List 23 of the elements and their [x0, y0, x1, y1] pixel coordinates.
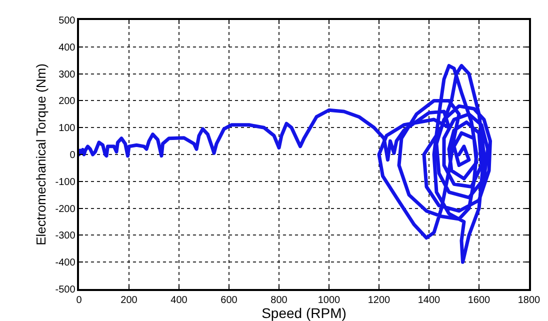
y-tick-label: 100 [58, 123, 76, 134]
x-tick-label: 1200 [368, 294, 391, 306]
y-tick-label: -100 [55, 176, 76, 188]
x-tick-label: 1600 [468, 294, 491, 306]
y-tick-label: -400 [55, 258, 76, 269]
y-tick-label: 500 [58, 16, 76, 26]
y-tick-label: -300 [55, 230, 76, 242]
x-axis-title: Speed (RPM) [262, 305, 346, 321]
x-tick-label: 400 [170, 294, 188, 306]
y-tick-label: -200 [55, 204, 76, 215]
line-series [79, 64, 492, 264]
x-tick-label: 600 [220, 294, 238, 306]
x-tick-label: 800 [270, 294, 288, 306]
x-tick-label: 200 [120, 294, 138, 306]
y-tick-label: 200 [58, 96, 76, 108]
y-tick-label: -500 [55, 284, 76, 296]
x-tick-label: 1000 [318, 294, 341, 306]
y-tick-label: 400 [58, 42, 76, 54]
x-tick-label: 1800 [518, 294, 541, 306]
y-tick-label: 0 [70, 150, 76, 161]
y-tick-label: 300 [58, 69, 76, 80]
x-tick-label: 1400 [418, 294, 441, 306]
y-axis-title: Electromechanical Torque (Nm) [34, 64, 49, 246]
